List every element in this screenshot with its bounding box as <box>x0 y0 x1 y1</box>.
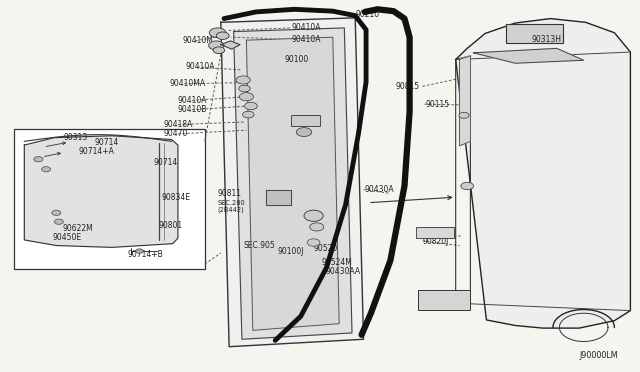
Polygon shape <box>246 37 339 330</box>
Text: 90100: 90100 <box>285 55 309 64</box>
Text: 90100J: 90100J <box>277 247 303 256</box>
Circle shape <box>52 210 61 215</box>
Polygon shape <box>234 28 352 339</box>
Polygon shape <box>221 41 240 49</box>
Circle shape <box>304 210 323 221</box>
Text: 90714+B: 90714+B <box>128 250 164 259</box>
Circle shape <box>244 102 257 110</box>
Text: 90470: 90470 <box>163 129 188 138</box>
Circle shape <box>459 112 469 118</box>
Text: 90524M: 90524M <box>321 258 352 267</box>
Text: 90714+A: 90714+A <box>78 147 114 156</box>
Bar <box>506 24 563 43</box>
Text: 90450E: 90450E <box>52 233 82 242</box>
Circle shape <box>213 47 225 54</box>
Text: 90313H: 90313H <box>531 35 561 44</box>
Circle shape <box>209 41 224 50</box>
Text: 90410A: 90410A <box>178 96 207 105</box>
Circle shape <box>236 76 250 84</box>
Text: 90810M: 90810M <box>424 227 454 236</box>
Polygon shape <box>460 56 470 146</box>
Text: 90210: 90210 <box>355 10 380 19</box>
Text: 90410A: 90410A <box>291 35 321 44</box>
Polygon shape <box>456 19 630 328</box>
Circle shape <box>34 157 43 162</box>
Polygon shape <box>221 18 364 347</box>
Circle shape <box>239 93 253 101</box>
Circle shape <box>136 249 143 253</box>
Text: 90820J: 90820J <box>422 237 449 246</box>
Text: 90714: 90714 <box>95 138 119 147</box>
Text: 90622M: 90622M <box>63 224 93 233</box>
Text: 90410M: 90410M <box>182 36 213 45</box>
Circle shape <box>42 167 51 172</box>
Text: 90430AA: 90430AA <box>325 267 360 276</box>
Circle shape <box>461 182 474 190</box>
Circle shape <box>243 111 254 118</box>
Text: 90811: 90811 <box>218 189 242 198</box>
Text: 90815: 90815 <box>396 82 420 91</box>
Text: 90410B: 90410B <box>178 105 207 114</box>
Text: 90410MA: 90410MA <box>170 79 205 88</box>
Text: 90418A: 90418A <box>163 120 193 129</box>
Circle shape <box>209 28 226 38</box>
Text: 90115: 90115 <box>426 100 450 109</box>
Text: 90520: 90520 <box>314 244 338 253</box>
Circle shape <box>310 223 324 231</box>
Bar <box>418 290 470 310</box>
Text: SEC.905: SEC.905 <box>243 241 275 250</box>
Circle shape <box>239 85 250 92</box>
Text: 90801: 90801 <box>159 221 183 230</box>
Polygon shape <box>24 136 178 247</box>
Text: 90410A: 90410A <box>186 62 215 71</box>
Circle shape <box>216 32 229 39</box>
Text: 90313: 90313 <box>64 133 88 142</box>
Polygon shape <box>474 48 584 63</box>
Text: (2B442): (2B442) <box>218 206 244 213</box>
Text: SEC.280: SEC.280 <box>218 200 245 206</box>
Circle shape <box>54 219 63 224</box>
Bar <box>416 227 454 238</box>
Circle shape <box>296 128 312 137</box>
Polygon shape <box>266 190 291 205</box>
Text: 90714: 90714 <box>154 158 178 167</box>
Text: J90000LM: J90000LM <box>579 351 618 360</box>
Bar <box>291 115 320 126</box>
Text: 90834E: 90834E <box>162 193 191 202</box>
Circle shape <box>307 239 320 246</box>
Bar <box>14 129 205 269</box>
Text: 90430A: 90430A <box>365 185 394 194</box>
Text: 90410A: 90410A <box>291 23 321 32</box>
